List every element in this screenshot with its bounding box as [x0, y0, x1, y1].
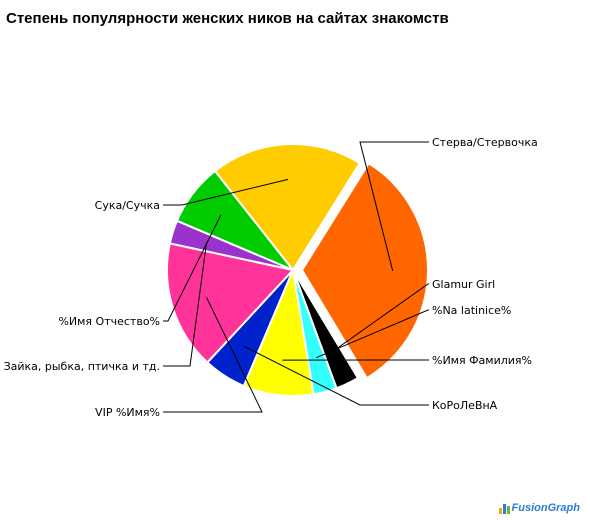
logo-bars-icon — [498, 502, 510, 514]
logo-text: FusionGraph — [511, 502, 580, 514]
pie-slice — [166, 242, 295, 364]
leader-line — [163, 178, 289, 206]
slice-label: %Имя Фамилия% — [432, 354, 532, 367]
leader-line — [315, 309, 429, 359]
slice-label: VIP %Имя% — [95, 406, 160, 419]
slice-label: Стерва/Стервочка — [432, 136, 538, 149]
slice-label: Зайка, рыбка, птичка и тд. — [4, 360, 160, 373]
slice-label: Сука/Сучка — [95, 199, 160, 212]
slice-label: %Имя Отчество% — [58, 315, 160, 328]
leader-line — [163, 297, 263, 413]
leader-line — [163, 242, 208, 367]
slice-label: Glamur Girl — [432, 278, 495, 291]
pie-slice — [300, 161, 429, 380]
leader-line — [243, 345, 429, 406]
brand-logo: FusionGraph — [498, 502, 580, 514]
leader-line — [359, 141, 429, 271]
leader-line — [163, 214, 222, 322]
slice-label: %Na latinice% — [432, 304, 511, 317]
pie-slice — [213, 143, 362, 272]
leader-line — [331, 283, 429, 353]
chart-title: Степень популярности женских ников на са… — [6, 10, 449, 27]
slice-label: КоРоЛеВнА — [432, 399, 498, 412]
